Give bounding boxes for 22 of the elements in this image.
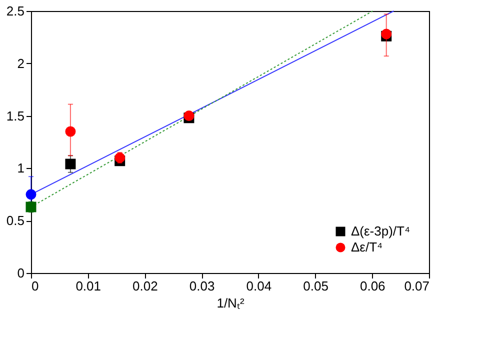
x-tick-label: 0.02	[132, 278, 158, 294]
y-tick-label: 2.5	[6, 4, 24, 18]
y-tick-label: 2	[17, 56, 24, 71]
x-tick-label: 0.03	[189, 278, 215, 294]
point	[114, 152, 126, 163]
point	[26, 202, 36, 212]
x-tick-label: 0.01	[76, 278, 102, 294]
point	[65, 158, 76, 170]
x-tick-label: 0.07	[404, 278, 430, 294]
y-tick-label: 1	[17, 160, 24, 176]
x-tick-label: 0.04	[246, 278, 272, 294]
point	[26, 189, 36, 200]
legend-label: Δ(ε-3p)/T⁴	[351, 224, 410, 238]
x-axis-title: 1/Nₜ²	[216, 296, 245, 310]
x-tick-label: 0.06	[360, 278, 386, 294]
y-tick-label: 0.5	[6, 213, 24, 228]
point	[65, 126, 76, 137]
x-tick-label: 0.05	[303, 278, 328, 294]
x-tick-label: 0	[32, 278, 39, 294]
legend-label: Δε/T⁴	[351, 240, 383, 254]
y-tick-label: 0	[17, 266, 24, 280]
y-tick-label: 1.5	[6, 108, 24, 124]
